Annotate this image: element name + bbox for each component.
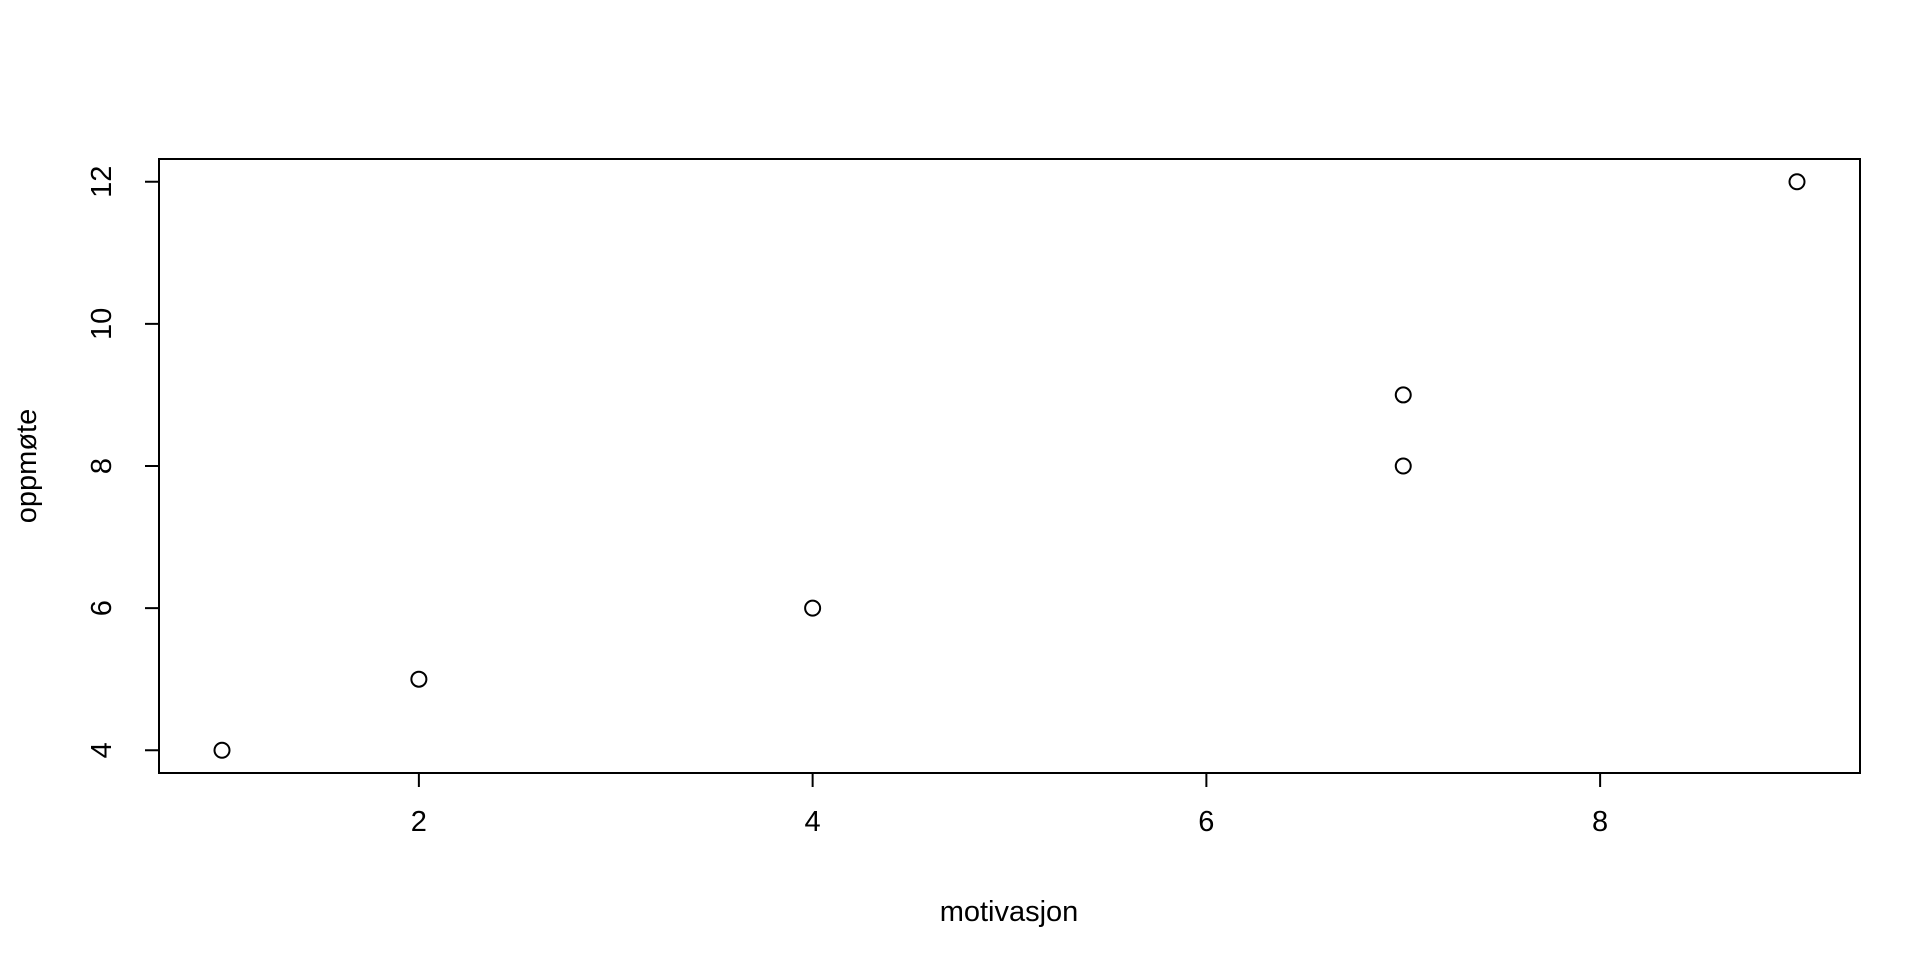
y-tick-label: 4 — [86, 742, 118, 758]
x-tick-label: 6 — [1198, 806, 1214, 838]
data-point — [213, 741, 231, 759]
data-point — [1394, 386, 1412, 404]
y-axis-label: oppmøte — [11, 409, 43, 523]
y-tick-label: 12 — [86, 166, 118, 198]
x-axis-label: motivasjon — [940, 896, 1079, 928]
x-tick-label: 2 — [411, 806, 427, 838]
plot-frame — [158, 158, 1861, 774]
data-point — [1788, 173, 1806, 191]
y-tick-label: 10 — [86, 308, 118, 340]
x-axis: 2 4 6 8 — [411, 773, 1608, 838]
y-axis: 4 6 8 10 12 — [86, 166, 159, 758]
x-tick-label: 8 — [1592, 806, 1608, 838]
data-point — [1394, 457, 1412, 475]
y-tick-label: 6 — [86, 600, 118, 616]
data-point — [804, 599, 822, 617]
x-tick-label: 4 — [805, 806, 821, 838]
data-point — [410, 670, 428, 688]
data-points — [213, 173, 1806, 759]
y-tick-label: 8 — [86, 458, 118, 474]
